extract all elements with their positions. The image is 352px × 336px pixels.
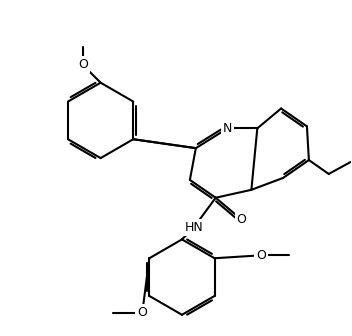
- Text: O: O: [256, 249, 266, 262]
- Text: HN: HN: [184, 221, 203, 234]
- Text: O: O: [237, 213, 246, 226]
- Text: N: N: [223, 122, 232, 135]
- Text: O: O: [137, 306, 147, 319]
- Text: O: O: [78, 58, 88, 71]
